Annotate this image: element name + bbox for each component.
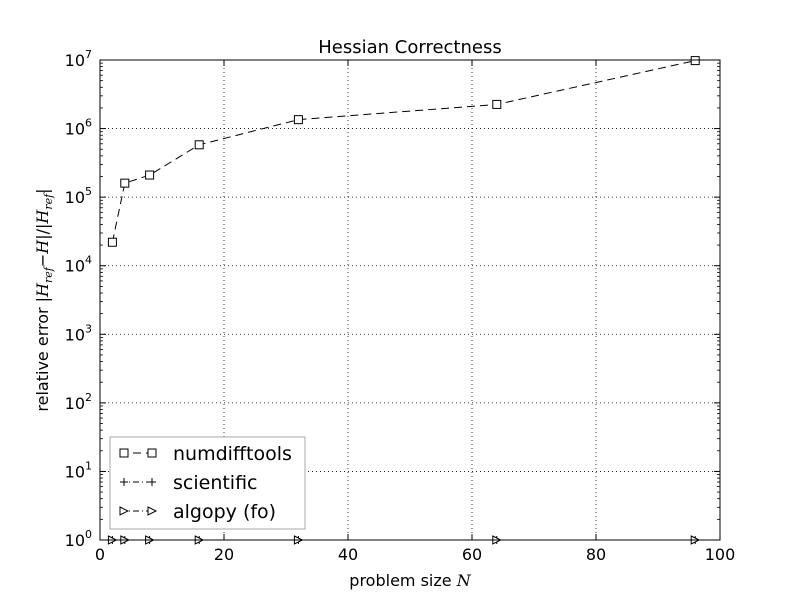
plot-frame: [99, 59, 721, 541]
legend-entry: algopy (fo): [119, 501, 276, 523]
x-tick-label: 20: [214, 545, 234, 564]
series-numdifftools: [107, 56, 700, 247]
legend-marker: [147, 448, 157, 458]
y-tick-label: 105: [65, 185, 92, 207]
y-tick-label: 103: [65, 322, 92, 344]
data-point: [145, 170, 155, 180]
data-point: [492, 99, 502, 109]
legend: numdifftools scientific algopy (fo): [109, 436, 306, 530]
series-line: [111, 60, 696, 243]
x-tick-label: 0: [95, 545, 105, 564]
legend-label: scientific: [173, 472, 258, 494]
y-tick-label: 107: [65, 48, 92, 70]
x-tick-label: 80: [586, 545, 606, 564]
data-point: [120, 178, 130, 188]
legend-marker: [119, 506, 130, 516]
grid: [100, 60, 720, 540]
legend-label: algopy (fo): [173, 501, 276, 523]
legend-label: numdifftools: [173, 443, 292, 465]
legend-box: [109, 436, 306, 530]
y-tick-label: 102: [65, 391, 92, 413]
data-point: [690, 56, 700, 66]
legend-entry: numdifftools: [119, 443, 292, 465]
y-tick-label: 101: [65, 459, 92, 481]
y-tick-label: 100: [65, 528, 92, 550]
chart-title: Hessian Correctness: [318, 37, 501, 58]
data-point: [293, 115, 303, 125]
legend-marker: [119, 448, 129, 458]
x-tick-label: 40: [338, 545, 358, 564]
y-tick-label: 106: [65, 117, 92, 139]
x-tick-label: 60: [462, 545, 482, 564]
legend-marker: [120, 478, 128, 486]
ticks: 0 20 40 60 80 100 100 101 102 103 104 105 106 107: [65, 48, 736, 564]
y-axis-label: relative error |Href−H|/|Href|: [33, 188, 55, 411]
data-point: [107, 237, 117, 247]
x-tick-label: 100: [705, 545, 736, 564]
legend-marker: [147, 506, 158, 516]
legend-entry: scientific: [120, 472, 258, 494]
legend-marker: [148, 478, 156, 486]
data-point: [194, 140, 204, 150]
y-tick-label: 104: [65, 254, 92, 276]
x-axis-label: problem size N: [349, 571, 471, 590]
